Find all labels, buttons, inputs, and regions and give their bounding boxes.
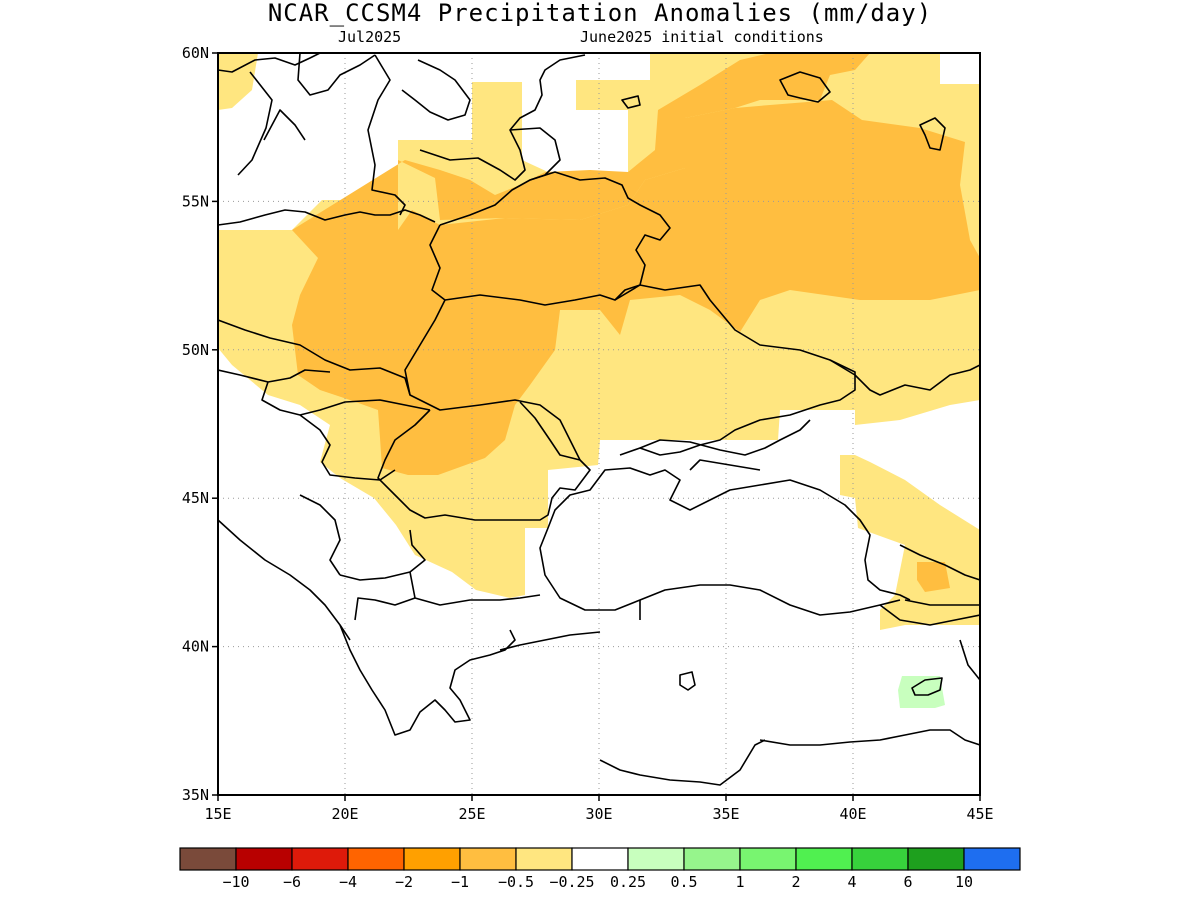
colorbar-swatch [291,847,349,871]
colorbar-swatch [459,847,517,871]
north-coast [218,209,436,226]
map-title: NCAR_CCSM4 Precipitation Anomalies (mm/d… [267,0,933,27]
azov-sea-coast [639,419,811,471]
colorbar-label: 10 [955,873,973,891]
lon-tick-label: 45E [966,805,993,823]
colorbar-label: 4 [847,873,856,891]
colorbar-swatch [347,847,405,871]
longitude-axis: 15E 20E 25E 30E 35E 40E 45E [204,795,994,823]
lat-tick-label: 40N [182,638,209,656]
turkey-border [499,600,980,786]
colorbar-label: 1 [735,873,744,891]
colorbar-swatch [571,847,629,871]
greece-coast [339,624,516,736]
peipus-lake [621,95,641,109]
lat-tick-label: 35N [182,786,209,804]
forecast-month: Jul2025 [338,28,402,46]
colorbar-label: −2 [395,873,413,891]
belarus-border [429,171,671,306]
lon-tick-label: 25E [458,805,485,823]
ladoga-lake [779,71,831,103]
colorbar-swatch [683,847,741,871]
colorbar-swatch [627,847,685,871]
colorbar-label: 2 [791,873,800,891]
lon-tick-label: 15E [204,805,231,823]
colorbar-label: 0.25 [610,873,646,891]
colorbar-swatch [739,847,797,871]
lake-van [911,677,943,696]
central-europe-borders [218,319,431,481]
onega-lake [919,117,946,151]
colorbar-label: −10 [222,873,249,891]
lat-tick-label: 45N [182,489,209,507]
dry-anomaly-light-region-caucasus [840,455,980,630]
colorbar-label: −6 [283,873,301,891]
colorbar-swatch [795,847,853,871]
colorbar-swatch [515,847,573,871]
colorbar-label: −4 [339,873,357,891]
scandinavia-coast [218,53,376,176]
colorbar-swatch [235,847,293,871]
colorbar-swatch [403,847,461,871]
lat-tick-label: 60N [182,44,209,62]
coastlines-borders [218,53,980,786]
lat-tick-label: 55N [182,192,209,210]
colorbar-label: −0.5 [498,873,534,891]
lon-tick-label: 20E [331,805,358,823]
lat-tick-label: 50N [182,341,209,359]
colorbar-label: −1 [451,873,469,891]
colorbar-swatch [963,847,1021,871]
ukraine-border [404,284,856,461]
colorbar-swatch [851,847,909,871]
colorbar-label: 0.5 [670,873,697,891]
lon-tick-label: 35E [712,805,739,823]
romania-border [377,401,591,521]
lon-tick-label: 40E [839,805,866,823]
balkan-borders [218,494,541,641]
dry-anomaly-moderate-small-region [917,562,950,592]
black-sea-coast [539,467,911,616]
colorbar: −10 −6 −4 −2 −1 −0.5 −0.25 0.25 0.5 1 2 4 6 10 [179,847,1021,891]
dry-anomaly-light-region-ne [218,53,258,110]
russia-east [829,359,980,396]
initial-conditions: June2025 initial conditions [580,28,824,46]
wet-anomaly-light-region [898,676,945,708]
colorbar-label: 6 [903,873,912,891]
latitude-axis: 60N 55N 50N 45N 40N 35N [182,44,218,804]
lake-tuz [679,671,696,691]
colorbar-label: −0.25 [549,873,594,891]
lat-lon-grid [218,53,980,795]
colorbar-swatch [179,847,237,871]
colorbar-swatch [907,847,965,871]
lon-tick-label: 30E [585,805,612,823]
dry-anomaly-moderate-region [292,53,870,230]
caucasus-border [899,544,980,606]
